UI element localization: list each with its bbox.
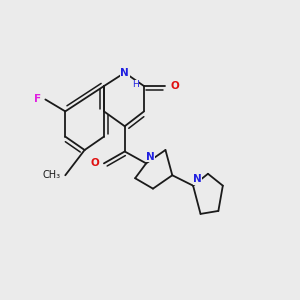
Text: F: F [34,94,41,104]
Text: N: N [120,68,129,78]
Text: CH₃: CH₃ [43,170,61,180]
Text: N: N [146,152,155,162]
Text: H: H [132,80,139,89]
Text: N: N [193,174,202,184]
Text: O: O [170,81,179,91]
Text: O: O [91,158,100,168]
